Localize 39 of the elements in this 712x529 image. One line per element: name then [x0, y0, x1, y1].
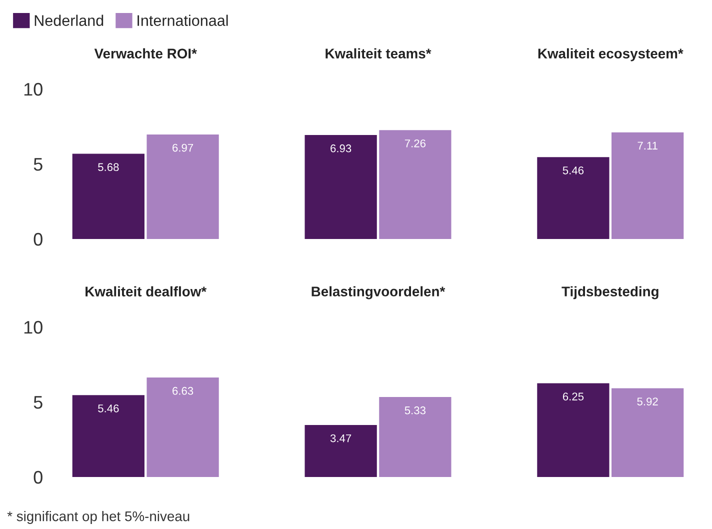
text: * significant op het 5%-niveau	[7, 511, 190, 524]
data-label: 6.97	[172, 144, 194, 152]
x-tick-label: Kwaliteit dealflow*	[86, 286, 207, 296]
y-tick-label: 0	[34, 232, 42, 246]
x-tick-label: Kwaliteit ecosysteem*	[538, 48, 684, 62]
bar	[537, 157, 610, 239]
legend-label: Internationaal	[138, 14, 228, 26]
x-tick-label: Kwaliteit teams*	[326, 48, 432, 58]
data-label: 5.46	[98, 404, 119, 412]
bar	[304, 135, 377, 239]
bar	[379, 130, 452, 239]
y-tick-label: 10	[24, 82, 42, 96]
bar	[612, 132, 684, 239]
x-tick-label: Tijdsbesteding	[562, 286, 658, 300]
bar	[146, 378, 219, 477]
bar	[379, 397, 452, 477]
data-label: 3.47	[330, 434, 352, 442]
data-label: 5.33	[404, 406, 426, 414]
data-label: 6.63	[172, 386, 194, 395]
y-tick-label: 5	[34, 158, 42, 171]
data-label: 5.68	[98, 163, 119, 172]
x-tick-label: Verwachte ROI*	[94, 48, 197, 58]
x-tick-label: Belastingvoordelen*	[312, 286, 446, 300]
data-label: 6.25	[562, 392, 584, 400]
bar	[304, 424, 377, 477]
bar	[612, 388, 684, 477]
legend-label: Nederland	[34, 14, 104, 26]
data-label: 6.93	[330, 144, 352, 152]
data-label: 7.11	[638, 142, 658, 150]
bar	[537, 383, 610, 477]
y-tick-label: 5	[34, 396, 42, 409]
data-label: 5.46	[562, 166, 584, 174]
y-tick-label: 0	[34, 470, 42, 484]
y-tick-label: 10	[24, 320, 42, 334]
bar	[72, 395, 144, 477]
data-label: 7.26	[404, 139, 426, 148]
bar	[146, 134, 219, 239]
data-label: 5.92	[637, 398, 658, 406]
bar	[72, 154, 144, 239]
